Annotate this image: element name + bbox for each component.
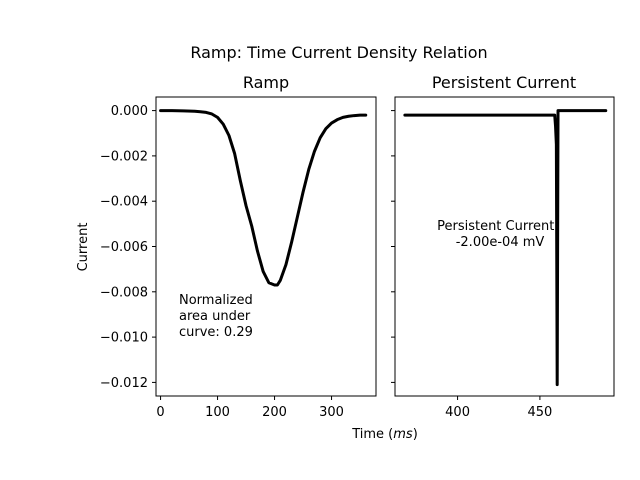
persistent-annotation-line: Persistent Current: xyxy=(437,219,559,234)
persistent-title: Persistent Current xyxy=(432,73,576,92)
ramp-ytick-label: −0.012 xyxy=(100,376,148,391)
ramp-ytick-label: −0.008 xyxy=(100,285,148,300)
xlabel-prefix: Time ( xyxy=(351,427,393,442)
ramp-ytick-label: 0.000 xyxy=(111,104,148,119)
ramp-plot-area: 0 100 200 300 0.000 −0.002 −0.004 −0.006 −0.008 −… xyxy=(100,104,368,420)
ramp-ytick-label: −0.010 xyxy=(100,331,148,346)
persistent-annotation-line: -2.00e-04 mV xyxy=(456,235,545,250)
ramp-ylabel: Current xyxy=(76,223,91,272)
ramp-ytick-label: −0.006 xyxy=(100,240,148,255)
ramp-panel: Ramp 0 100 200 300 0.000 −0.002 −0.004 −0.006 −0… xyxy=(76,73,377,420)
ramp-xtick-label: 0 xyxy=(156,405,164,420)
ramp-annotation-line: Normalized xyxy=(179,293,253,308)
persistent-series-line xyxy=(403,109,608,387)
ramp-xtick-label: 200 xyxy=(262,405,287,420)
ramp-annotation-line: area under xyxy=(179,309,251,324)
persistent-current-annotation: Persistent Current: -2.00e-04 mV xyxy=(437,219,563,250)
ramp-axes-frame xyxy=(155,96,377,397)
ramp-area-annotation: Normalized area under curve: 0.29 xyxy=(179,293,257,340)
ramp-ytick-label: −0.004 xyxy=(100,195,148,210)
xlabel-unit: ms xyxy=(393,427,413,442)
ramp-xtick-label: 100 xyxy=(205,405,230,420)
persistent-panel: Persistent Current 400 450 Persistent Cur… xyxy=(391,73,615,420)
ramp-xtick-label: 300 xyxy=(319,405,344,420)
persistent-plot-area: 400 450 xyxy=(391,109,608,420)
figure-suptitle: Ramp: Time Current Density Relation xyxy=(190,43,487,62)
persistent-xtick-label: 450 xyxy=(527,405,552,420)
ramp-series-line xyxy=(159,109,368,287)
persistent-xtick-label: 400 xyxy=(445,405,470,420)
ramp-ytick-label: −0.002 xyxy=(100,149,148,164)
ramp-annotation-line: curve: 0.29 xyxy=(179,325,253,340)
ramp-title: Ramp xyxy=(243,73,289,92)
shared-xlabel: Time (ms) xyxy=(351,427,418,442)
xlabel-suffix: ) xyxy=(413,427,418,442)
